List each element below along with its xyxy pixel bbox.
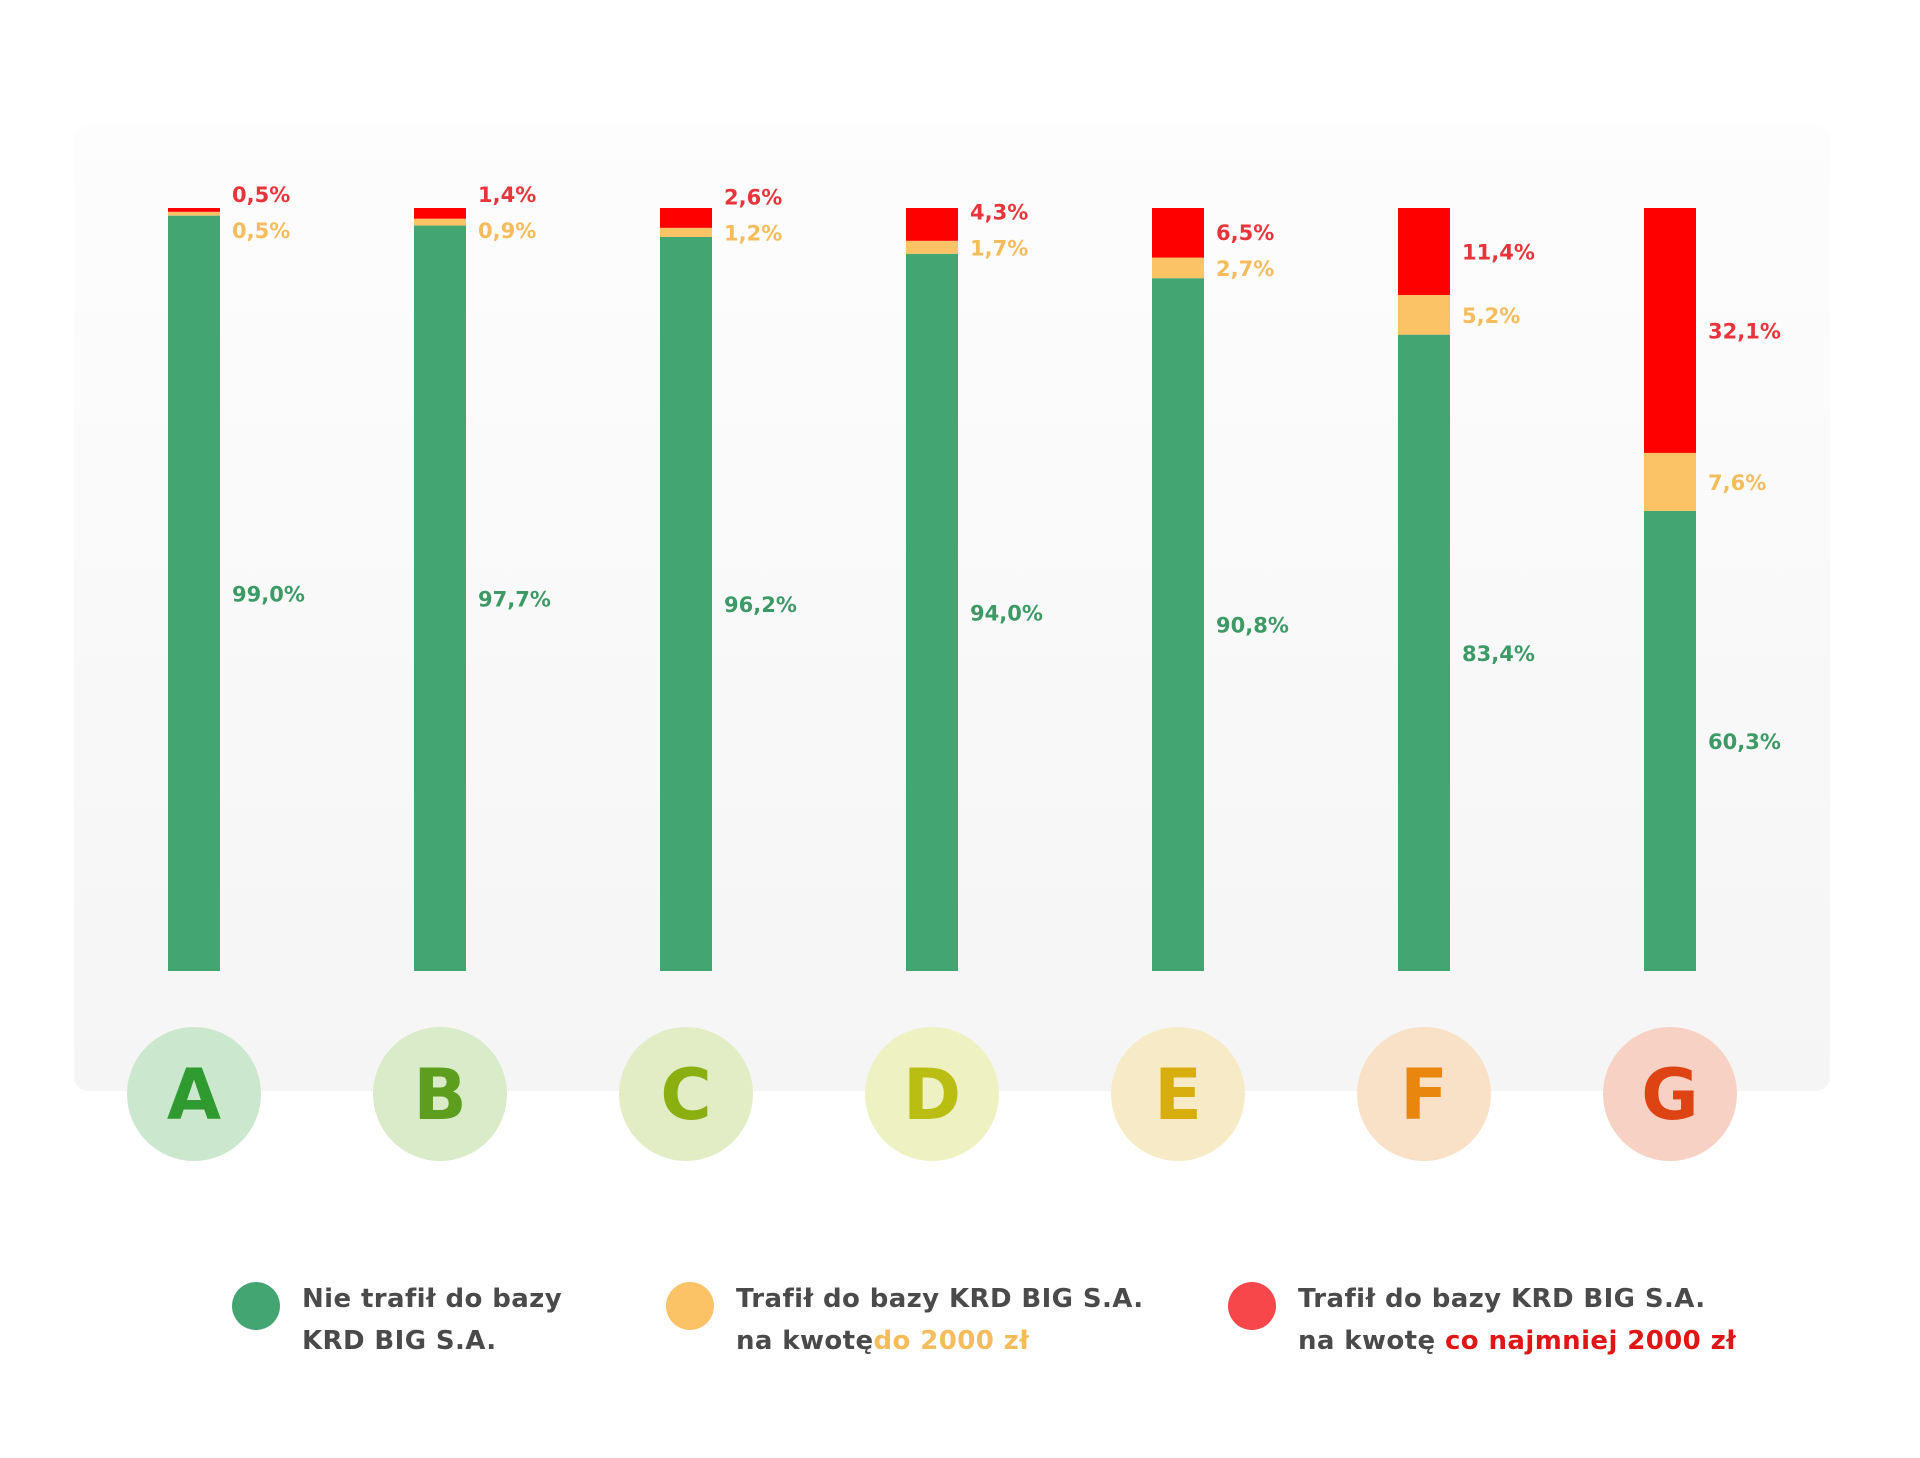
bar-green-g: [1644, 510, 1696, 971]
value-label-red-f: 11,4%: [1462, 240, 1535, 264]
legend-line: na kwotę co najmniej 2000 zł: [1298, 1320, 1736, 1362]
value-label-red-c: 2,6%: [724, 185, 782, 209]
value-label-orange-f: 5,2%: [1462, 304, 1520, 328]
value-label-orange-b: 0,9%: [478, 219, 536, 243]
grade-badge-f: [1357, 1027, 1491, 1161]
bar-red-d: [906, 208, 958, 241]
value-label-red-e: 6,5%: [1216, 221, 1274, 245]
grade-badge-g: [1603, 1027, 1737, 1161]
value-label-green-f: 83,4%: [1462, 642, 1535, 666]
bar-orange-a: [168, 211, 220, 216]
value-label-green-g: 60,3%: [1708, 730, 1781, 754]
value-label-green-e: 90,8%: [1216, 614, 1289, 638]
bar-orange-c: [660, 227, 712, 237]
legend-item-at-least-2000: Trafił do bazy KRD BIG S.A. na kwotę co …: [1228, 1278, 1736, 1362]
legend-line: KRD BIG S.A.: [302, 1326, 497, 1356]
bar-orange-e: [1152, 257, 1204, 279]
legend-item-not-in-database: Nie trafił do bazy KRD BIG S.A.: [232, 1278, 562, 1362]
bar-green-b: [414, 225, 466, 971]
legend-line: na kwotędo 2000 zł: [736, 1320, 1144, 1362]
legend-dot-green: [232, 1282, 280, 1330]
bar-orange-f: [1398, 294, 1450, 335]
value-label-red-b: 1,4%: [478, 183, 536, 207]
legend-line: Nie trafił do bazy: [302, 1284, 563, 1314]
grade-letter-f: F: [1400, 1054, 1448, 1136]
value-label-green-a: 99,0%: [232, 582, 305, 606]
legend-highlight-red: co najmniej 2000 zł: [1445, 1326, 1737, 1356]
value-label-green-d: 94,0%: [970, 601, 1043, 625]
value-label-orange-d: 1,7%: [970, 236, 1028, 260]
legend-prefix: na kwotę: [1298, 1326, 1445, 1356]
value-label-red-g: 32,1%: [1708, 319, 1781, 343]
value-label-orange-a: 0,5%: [232, 219, 290, 243]
bar-orange-g: [1644, 452, 1696, 511]
bar-red-a: [168, 208, 220, 212]
legend-dot-red: [1228, 1282, 1276, 1330]
bar-red-e: [1152, 208, 1204, 258]
legend-line: Trafił do bazy KRD BIG S.A.: [1298, 1284, 1706, 1314]
legend-item-under-2000: Trafił do bazy KRD BIG S.A. na kwotędo 2…: [666, 1278, 1144, 1362]
bar-green-e: [1152, 278, 1204, 971]
bar-red-c: [660, 208, 712, 228]
grade-badge-c: [619, 1027, 753, 1161]
grade-badge-b: [373, 1027, 507, 1161]
value-label-red-a: 0,5%: [232, 183, 290, 207]
bar-orange-b: [414, 218, 466, 226]
bar-red-b: [414, 208, 466, 219]
bar-green-a: [168, 215, 220, 971]
bar-red-g: [1644, 208, 1696, 453]
value-label-orange-e: 2,7%: [1216, 257, 1274, 281]
value-label-green-b: 97,7%: [478, 587, 551, 611]
value-label-green-c: 96,2%: [724, 593, 797, 617]
grade-letter-d: D: [903, 1054, 961, 1136]
value-label-orange-g: 7,6%: [1708, 471, 1766, 495]
grade-letter-g: G: [1641, 1054, 1698, 1136]
bar-orange-d: [906, 240, 958, 254]
legend-highlight-orange: do 2000 zł: [873, 1326, 1030, 1356]
legend-line: Trafił do bazy KRD BIG S.A.: [736, 1284, 1144, 1314]
grade-letter-a: A: [167, 1054, 221, 1136]
legend-text-not-in-database: Nie trafił do bazy KRD BIG S.A.: [302, 1278, 562, 1362]
legend-text-at-least-2000: Trafił do bazy KRD BIG S.A. na kwotę co …: [1298, 1278, 1736, 1362]
grade-badge-e: [1111, 1027, 1245, 1161]
bar-green-d: [906, 253, 958, 971]
grade-letter-c: C: [660, 1054, 711, 1136]
bar-red-f: [1398, 208, 1450, 295]
bar-green-f: [1398, 334, 1450, 972]
bar-green-c: [660, 236, 712, 971]
value-label-red-d: 4,3%: [970, 200, 1028, 224]
value-label-orange-c: 1,2%: [724, 221, 782, 245]
legend-prefix: na kwotę: [736, 1326, 874, 1356]
grade-letter-e: E: [1154, 1054, 1202, 1136]
grade-badge-a: [127, 1027, 261, 1161]
grade-letter-b: B: [413, 1054, 466, 1136]
legend-text-under-2000: Trafił do bazy KRD BIG S.A. na kwotędo 2…: [736, 1278, 1144, 1362]
legend-dot-orange: [666, 1282, 714, 1330]
grade-badge-d: [865, 1027, 999, 1161]
